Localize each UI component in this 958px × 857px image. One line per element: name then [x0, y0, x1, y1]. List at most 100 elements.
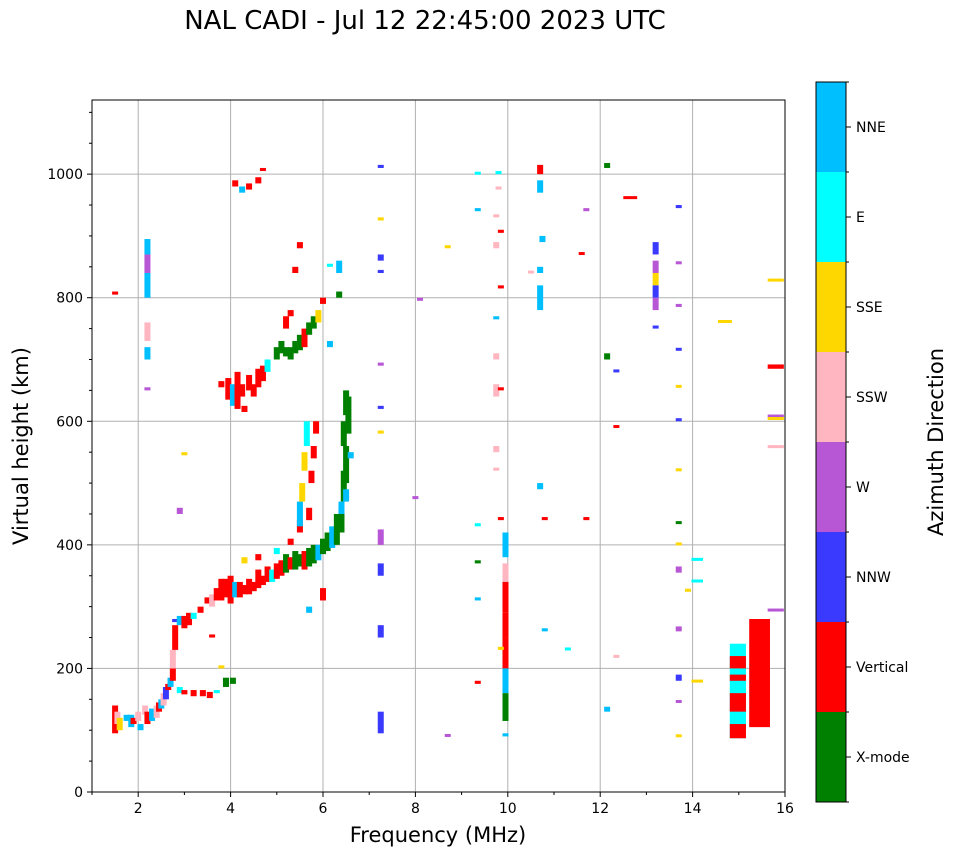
data-point-vertical	[497, 229, 504, 233]
data-point-vertical	[623, 196, 638, 200]
x-tick-label: 12	[591, 801, 609, 817]
data-point-sse	[301, 452, 308, 471]
data-point-vertical	[583, 517, 590, 521]
data-point-nnw	[172, 619, 179, 623]
data-point-nne	[144, 239, 151, 255]
colorbar-swatch-nnw	[816, 532, 846, 622]
colorbar-tick-label: X-mode	[856, 750, 910, 766]
y-axis-label: Virtual height (km)	[9, 347, 33, 545]
data-point-nne	[336, 260, 343, 273]
data-point-x-mode	[474, 560, 481, 564]
data-point-w	[675, 566, 682, 573]
data-point-x-mode	[273, 347, 280, 360]
data-point-x-mode	[343, 390, 350, 416]
data-point-vertical	[227, 575, 234, 604]
data-point-ssw	[527, 270, 534, 274]
colorbar-swatch-sse	[816, 262, 846, 352]
y-tick-label: 400	[56, 538, 83, 554]
data-point-nne	[347, 452, 354, 459]
data-point-vertical	[287, 538, 294, 545]
data-point-nne	[149, 708, 156, 721]
data-point-x-mode	[502, 693, 509, 721]
data-point-ssw	[613, 654, 620, 658]
data-point-x-mode	[292, 551, 299, 570]
data-point-x-mode	[306, 322, 313, 335]
data-point-nne	[502, 532, 509, 558]
data-point-sse	[299, 483, 306, 502]
data-point-vertical	[246, 183, 253, 190]
data-point-vertical	[474, 680, 481, 684]
data-point-sse	[767, 417, 784, 421]
data-point-x-mode	[287, 347, 294, 360]
data-point-x-mode	[675, 521, 682, 525]
data-point-x-mode	[319, 538, 327, 555]
grid	[92, 100, 785, 792]
colorbar-tick-label: SSW	[856, 390, 888, 406]
data-point-nne	[296, 501, 303, 527]
data-point-vertical	[236, 581, 243, 598]
x-tick-label: 4	[226, 801, 235, 817]
data-point-vertical	[502, 637, 509, 669]
data-point-vertical	[255, 177, 262, 184]
data-point-vertical	[296, 242, 303, 249]
data-point-vertical	[218, 578, 225, 601]
data-point-e	[564, 647, 571, 651]
data-point-sse	[377, 217, 384, 221]
data-point-ssw	[495, 186, 502, 190]
data-point-nne	[123, 714, 130, 721]
data-point-sse	[218, 665, 225, 669]
data-point-vertical	[181, 690, 188, 695]
data-point-vertical	[206, 691, 213, 699]
data-point-vertical	[613, 425, 620, 429]
data-point-vertical	[497, 387, 504, 391]
data-point-vertical	[767, 364, 784, 369]
x-tick-label: 2	[134, 801, 143, 817]
data-point-x-mode	[283, 347, 290, 357]
data-point-x-mode	[296, 334, 303, 351]
data-point-x-mode	[296, 554, 303, 567]
data-point-vertical	[199, 690, 206, 697]
data-point-vertical	[169, 668, 176, 681]
data-point-x-mode	[229, 677, 236, 684]
colorbar-swatch-w	[816, 442, 846, 532]
data-point-vertical	[255, 569, 262, 589]
colorbar-swatch-ssw	[816, 352, 846, 442]
data-point-vertical	[190, 690, 197, 697]
y-tick-label: 0	[74, 785, 83, 801]
data-point-nnw	[377, 254, 384, 261]
data-point-w	[377, 529, 384, 545]
data-point-w	[377, 362, 384, 366]
data-point-nne	[604, 706, 611, 712]
data-point-w	[176, 507, 183, 514]
data-point-vertical	[301, 551, 308, 570]
data-point-sse	[652, 273, 659, 286]
colorbar-swatch-nne	[816, 82, 846, 172]
data-point-vertical	[497, 517, 504, 521]
data-point-vertical	[250, 581, 257, 592]
data-point-vertical	[197, 606, 204, 613]
data-point-nne	[338, 501, 345, 514]
data-point-nne	[537, 483, 544, 490]
data-point-x-mode	[343, 446, 350, 484]
data-point-vertical	[259, 167, 266, 172]
y-tick-label: 800	[56, 291, 83, 307]
data-point-nne	[232, 581, 239, 598]
data-point-x-mode	[604, 353, 611, 360]
data-point-ssw	[142, 705, 149, 715]
data-point-nne	[315, 544, 322, 561]
data-point-x-mode	[338, 507, 345, 533]
data-point-e	[264, 359, 271, 372]
data-point-ssw	[493, 467, 500, 471]
data-point-vertical	[218, 381, 225, 388]
data-point-nne	[137, 724, 144, 731]
data-point-nnw	[675, 674, 682, 681]
data-point-vertical	[313, 421, 320, 434]
data-point-sse	[675, 734, 682, 738]
data-point-nnw	[675, 347, 682, 351]
data-point-vertical	[232, 180, 239, 187]
data-point-vertical	[259, 365, 266, 382]
colorbar-swatch-x-mode	[816, 712, 846, 802]
data-point-ssw	[767, 445, 784, 449]
data-point-x-mode	[222, 677, 229, 687]
data-point-e	[303, 421, 310, 446]
